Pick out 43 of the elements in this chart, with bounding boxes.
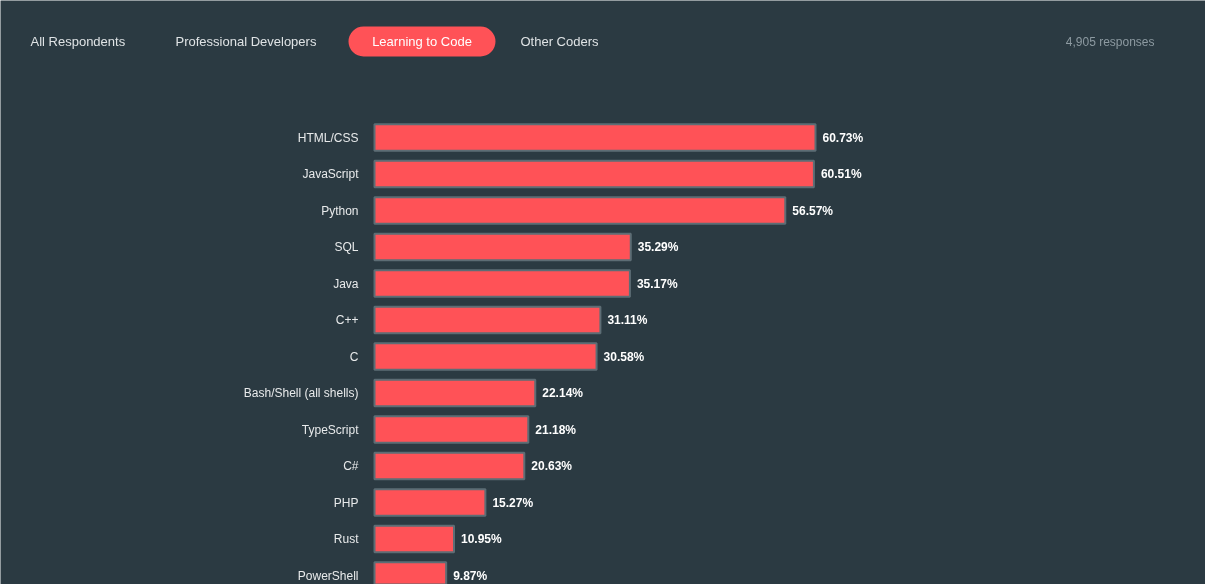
y-tick-label: PHP [333, 495, 359, 510]
bar [373, 451, 526, 481]
chart-subtitle: Learning to Code [372, 34, 472, 49]
y-tick-label: JavaScript [302, 167, 360, 181]
text: Professional Developers [175, 34, 317, 49]
data-label: 21.18% [535, 422, 577, 437]
bar [373, 196, 787, 225]
data-label: 35.17% [636, 276, 678, 291]
y-tick-label: C++ [335, 313, 359, 327]
text: All Respondents [30, 34, 126, 49]
y-tick-label: HTML/CSS [297, 130, 359, 145]
data-label: 35.29% [637, 240, 679, 254]
y-tick-label: Python [321, 203, 359, 218]
bar [373, 123, 817, 152]
data-label: 15.27% [492, 495, 534, 510]
bar [373, 159, 815, 189]
y-tick-label: SQL [334, 240, 359, 254]
data-label: 22.14% [542, 386, 584, 400]
y-tick-label: TypeScript [301, 422, 360, 437]
y-tick-label: C# [343, 459, 359, 473]
y-tick-label: Bash/Shell (all shells) [243, 386, 359, 400]
bar [373, 415, 530, 444]
bar [373, 524, 456, 554]
y-tick-label: PowerShell [297, 568, 359, 583]
bar [373, 232, 632, 262]
data-label: 60.73% [822, 130, 864, 145]
y-tick-label: C [349, 349, 359, 364]
data-label: 56.57% [792, 203, 834, 218]
y-tick-label: Rust [333, 532, 360, 546]
bar [373, 305, 602, 335]
y-tick-label: Java [333, 276, 359, 291]
data-label: 20.63% [531, 459, 573, 473]
bar [373, 488, 487, 517]
bar [373, 342, 598, 371]
text: 4,905 responses [1065, 34, 1155, 49]
data-label: 9.87% [453, 568, 488, 583]
data-label: 31.11% [607, 313, 648, 327]
bar [373, 378, 537, 408]
bar [373, 269, 631, 298]
data-label: 30.58% [603, 349, 645, 364]
data-label: 10.95% [461, 532, 503, 546]
text: Other Coders [520, 34, 600, 49]
data-label: 60.51% [820, 167, 862, 181]
